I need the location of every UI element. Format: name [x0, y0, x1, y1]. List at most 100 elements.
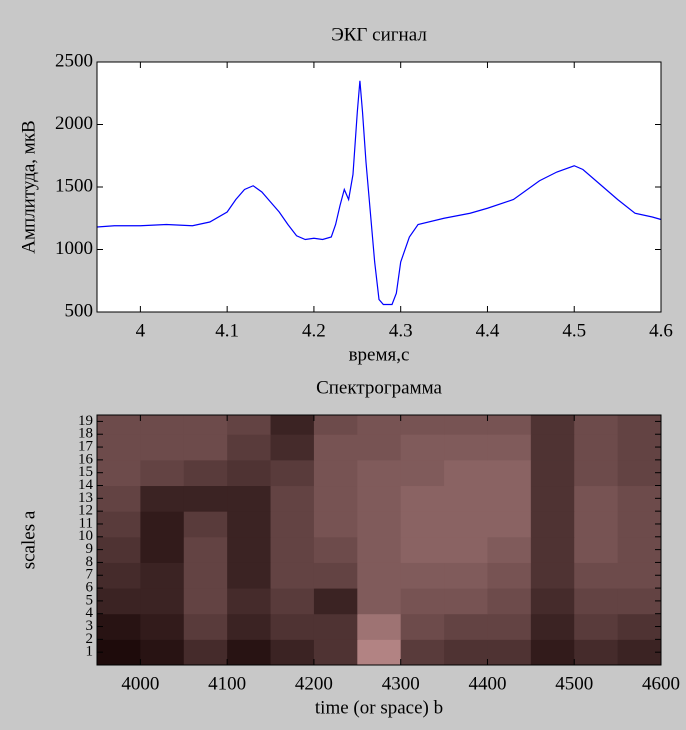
y-axis-label: scales a — [18, 510, 39, 569]
heat-cell — [444, 613, 488, 640]
heat-cell — [140, 536, 185, 563]
x-tick-label: 4.1 — [215, 320, 239, 341]
y-tick-label: 500 — [65, 300, 94, 321]
heat-cell — [444, 536, 488, 563]
heat-cell — [270, 434, 315, 461]
heat-cell — [530, 459, 575, 487]
y-tick-label: 13 — [78, 490, 93, 506]
heat-cell — [313, 536, 358, 563]
heat-cell — [400, 459, 445, 487]
heat-cell — [357, 415, 402, 435]
y-tick-label: 2500 — [55, 50, 93, 71]
y-tick-label: 8 — [86, 554, 94, 570]
heat-cell — [97, 485, 141, 512]
heat-cell — [357, 639, 402, 665]
heat-cell — [227, 588, 272, 615]
heat-cell — [140, 434, 185, 461]
heat-cell — [617, 434, 661, 461]
y-tick-label: 5 — [86, 592, 94, 608]
x-tick-label: 4500 — [555, 673, 593, 694]
heat-cell — [97, 459, 141, 487]
x-tick-label: 4.2 — [302, 320, 326, 341]
heat-cell — [617, 613, 661, 640]
chart-title: ЭКГ сигнал — [331, 24, 427, 45]
x-tick-label: 4300 — [382, 673, 420, 694]
y-tick-label: 9 — [86, 541, 94, 557]
heat-cell — [227, 485, 272, 512]
heat-cell — [617, 511, 661, 538]
heat-cell — [574, 613, 619, 640]
heat-cell — [313, 434, 358, 461]
heat-cell — [444, 485, 488, 512]
y-axis-label: Амплитуда, мкВ — [18, 120, 39, 253]
y-tick-label: 1500 — [55, 175, 93, 196]
y-tick-label: 2 — [86, 631, 94, 647]
heat-cell — [487, 511, 532, 538]
heat-cell — [444, 588, 488, 615]
heat-cell — [487, 485, 532, 512]
heat-cell — [183, 415, 228, 435]
heat-cell — [444, 434, 488, 461]
y-tick-label: 18 — [78, 426, 93, 442]
heat-cell — [183, 588, 228, 615]
y-tick-label: 15 — [78, 464, 93, 480]
heat-cell — [400, 511, 445, 538]
y-tick-label: 1000 — [55, 238, 93, 259]
heat-cell — [313, 459, 358, 487]
heat-cell — [357, 459, 402, 487]
y-tick-label: 14 — [78, 477, 94, 493]
x-tick-label: 4400 — [468, 673, 506, 694]
heat-cell — [227, 639, 272, 665]
heat-cell — [574, 562, 619, 589]
heat-cell — [270, 415, 315, 435]
heat-cell — [400, 415, 445, 435]
heat-cell — [183, 536, 228, 563]
x-tick-label: 4 — [136, 320, 146, 341]
y-tick-label: 19 — [78, 413, 93, 429]
x-tick-label: 4.6 — [649, 320, 673, 341]
heat-cell — [140, 485, 185, 512]
heat-cell — [140, 415, 185, 435]
heat-cell — [97, 434, 141, 461]
heat-cell — [313, 613, 358, 640]
heat-cell — [140, 511, 185, 538]
heat-cell — [617, 415, 661, 435]
heat-cell — [574, 459, 619, 487]
y-tick-label: 7 — [86, 567, 94, 583]
heat-cell — [530, 639, 575, 665]
heat-cell — [183, 511, 228, 538]
y-tick-label: 6 — [86, 580, 94, 596]
heat-cell — [444, 459, 488, 487]
heat-cell — [487, 613, 532, 640]
heat-cell — [357, 485, 402, 512]
heat-cell — [487, 639, 532, 665]
heat-cell — [357, 613, 402, 640]
y-tick-label: 1 — [86, 644, 94, 660]
heat-cell — [617, 536, 661, 563]
heat-cell — [487, 536, 532, 563]
heat-cell — [97, 511, 141, 538]
heat-cell — [313, 511, 358, 538]
y-tick-label: 2000 — [55, 113, 93, 134]
heat-cell — [400, 639, 445, 665]
heat-cell — [140, 639, 185, 665]
heat-cell — [97, 536, 141, 563]
heat-cell — [574, 485, 619, 512]
plot-area — [97, 62, 661, 312]
heat-cell — [617, 588, 661, 615]
heat-cell — [270, 639, 315, 665]
heat-cell — [530, 415, 575, 435]
heat-cell — [183, 639, 228, 665]
heat-cell — [400, 588, 445, 615]
heat-cell — [444, 639, 488, 665]
heat-cell — [183, 613, 228, 640]
x-axis-label: time (or space) b — [315, 697, 443, 718]
x-axis-label: время,с — [349, 344, 410, 365]
heat-cell — [357, 562, 402, 589]
heat-cell — [183, 459, 228, 487]
heat-cell — [574, 511, 619, 538]
heat-cell — [400, 536, 445, 563]
x-tick-label: 4100 — [208, 673, 246, 694]
heat-cell — [97, 588, 141, 615]
heat-cell — [487, 588, 532, 615]
